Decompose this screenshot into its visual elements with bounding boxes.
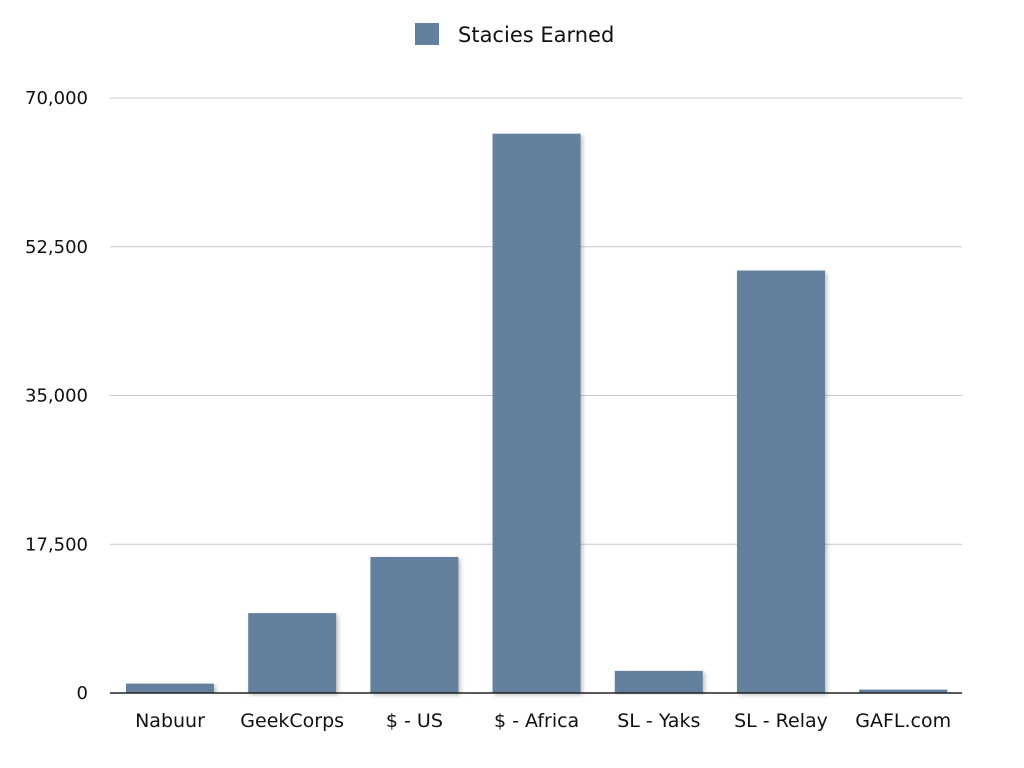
x-category-label: $ - US	[386, 710, 443, 732]
x-category-label: Nabuur	[135, 710, 205, 732]
y-tick-label: 70,000	[25, 88, 88, 109]
bar	[248, 613, 337, 693]
legend-swatch	[415, 23, 439, 45]
y-tick-label: 0	[77, 683, 88, 704]
x-category-label: SL - Yaks	[617, 710, 700, 732]
x-category-label: GeekCorps	[240, 710, 344, 732]
legend: Stacies Earned	[415, 23, 614, 47]
bar	[126, 683, 214, 693]
x-category-label: GAFL.com	[855, 710, 951, 732]
y-tick-label: 17,500	[25, 534, 88, 555]
legend-label: Stacies Earned	[458, 23, 614, 47]
x-category-label: $ - Africa	[494, 710, 579, 732]
bar	[737, 270, 825, 693]
bar	[370, 557, 459, 693]
bar	[492, 133, 581, 693]
bar	[614, 670, 703, 693]
bar	[859, 689, 948, 693]
x-axis-category-labels: Nabuur GeekCorps $ - US $ - Africa SL - Yaks…	[135, 710, 951, 732]
y-tick-label: 52,500	[25, 237, 88, 258]
x-category-label: SL - Relay	[734, 710, 828, 732]
y-tick-label: 35,000	[25, 386, 88, 407]
y-axis-tick-labels: 0 17,500 35,000 52,500 70,000	[25, 88, 88, 704]
bars	[126, 133, 948, 693]
